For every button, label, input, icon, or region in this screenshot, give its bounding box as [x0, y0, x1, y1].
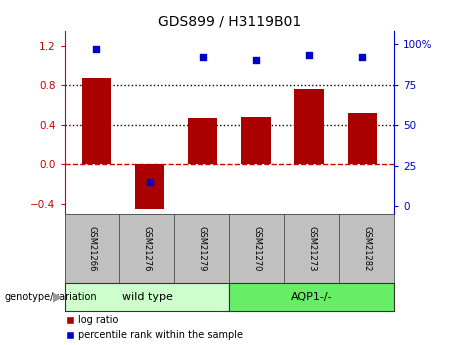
Text: GSM21276: GSM21276 — [142, 226, 152, 271]
Text: GSM21270: GSM21270 — [252, 226, 261, 271]
Text: GSM21266: GSM21266 — [88, 226, 96, 271]
Text: wild type: wild type — [122, 292, 172, 302]
Point — [146, 179, 154, 185]
Text: ▶: ▶ — [53, 290, 62, 303]
Bar — [188, 118, 218, 165]
Bar — [241, 117, 271, 165]
Bar — [295, 89, 324, 165]
Point — [93, 46, 100, 52]
Point — [305, 53, 313, 58]
Text: GSM21273: GSM21273 — [307, 226, 316, 271]
Point — [199, 54, 207, 60]
Text: GSM21282: GSM21282 — [362, 226, 371, 271]
Bar — [348, 113, 377, 165]
Bar — [82, 78, 111, 165]
Bar — [135, 165, 164, 209]
Point — [359, 54, 366, 60]
Text: genotype/variation: genotype/variation — [5, 292, 97, 302]
Text: AQP1-/-: AQP1-/- — [291, 292, 332, 302]
Legend: log ratio, percentile rank within the sample: log ratio, percentile rank within the sa… — [65, 315, 243, 340]
Title: GDS899 / H3119B01: GDS899 / H3119B01 — [158, 14, 301, 29]
Text: GSM21279: GSM21279 — [197, 226, 207, 271]
Point — [252, 58, 260, 63]
